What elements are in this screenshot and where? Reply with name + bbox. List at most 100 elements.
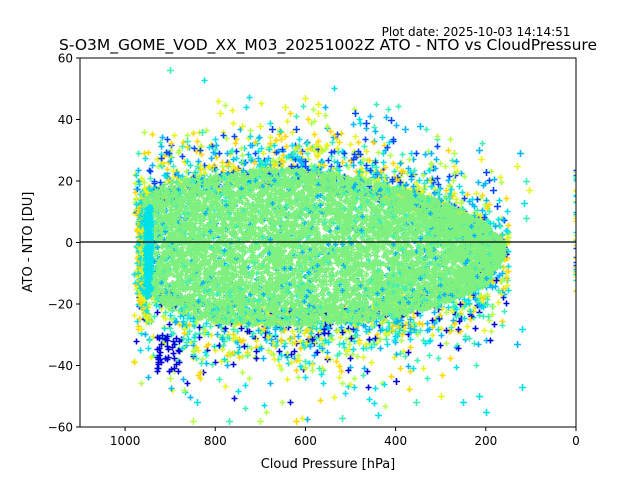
fringe-point <box>208 155 215 162</box>
fringe-point <box>432 186 439 193</box>
fringe-point <box>258 100 265 107</box>
fringe-point <box>305 116 312 123</box>
fringe-point <box>371 138 378 145</box>
fringe-point <box>491 176 498 183</box>
fringe-point <box>378 168 385 175</box>
fringe-point <box>262 161 269 168</box>
fringe-point <box>347 141 354 148</box>
fringe-point <box>311 163 318 170</box>
fringe-point <box>369 162 376 169</box>
fringe-point <box>149 131 156 138</box>
fringe-point <box>383 114 390 121</box>
fringe-point <box>311 148 318 155</box>
fringe-point <box>141 129 148 136</box>
fringe-point <box>175 172 182 179</box>
fringe-point <box>421 180 428 187</box>
fringe-point <box>133 172 140 179</box>
fringe-point <box>442 163 449 170</box>
fringe-point <box>358 165 365 172</box>
fringe-point <box>132 171 139 178</box>
fringe-point <box>356 152 363 159</box>
fringe-point <box>264 157 271 164</box>
fringe-point <box>473 190 480 197</box>
fringe-point <box>157 139 164 146</box>
fringe-point <box>479 140 486 147</box>
fringe-point <box>266 146 273 153</box>
fringe-point <box>406 156 413 163</box>
plot-date: Plot date: 2025-10-03 14:14:51 <box>382 25 571 39</box>
fringe-point <box>382 164 389 171</box>
fringe-point <box>168 154 175 161</box>
fringe-point <box>273 149 280 156</box>
fringe-point <box>283 143 290 150</box>
fringe-point <box>157 179 164 186</box>
fringe-point <box>184 158 191 165</box>
fringe-point <box>487 220 494 227</box>
fringe-point <box>413 150 420 157</box>
fringe-point <box>387 152 394 159</box>
fringe-point <box>304 146 311 153</box>
fringe-point <box>165 177 172 184</box>
fringe-point <box>238 145 245 152</box>
fringe-point <box>458 200 465 207</box>
fringe-point <box>289 154 296 161</box>
fringe-point <box>486 177 493 184</box>
fringe-point <box>201 77 208 84</box>
fringe-point <box>398 168 405 175</box>
fringe-point <box>159 134 166 141</box>
fringe-point <box>179 153 186 160</box>
fringe-point <box>486 208 493 215</box>
fringe-point <box>434 175 441 182</box>
fringe-point <box>483 197 490 204</box>
fringe-point <box>243 104 250 111</box>
fringe-point <box>497 174 504 181</box>
fringe-point <box>397 173 404 180</box>
fringe-point <box>203 127 210 134</box>
fringe-point <box>471 203 478 210</box>
fringe-point <box>247 133 254 140</box>
fringe-point <box>294 144 301 151</box>
fringe-point <box>277 128 284 135</box>
fringe-point <box>328 149 335 156</box>
fringe-point <box>184 132 191 139</box>
fringe-point <box>255 155 262 162</box>
fringe-point <box>450 177 457 184</box>
fringe-point <box>133 186 140 193</box>
fringe-point <box>347 158 354 165</box>
fringe-point <box>503 195 510 202</box>
fringe-point <box>209 143 216 150</box>
fringe-point <box>471 212 478 219</box>
fringe-point <box>488 168 495 175</box>
fringe-point <box>267 120 274 127</box>
fringe-point <box>408 176 415 183</box>
fringe-point <box>222 102 229 109</box>
fringe-point <box>420 172 427 179</box>
fringe-point <box>294 153 301 160</box>
fringe-point <box>498 179 505 186</box>
fringe-point <box>475 179 482 186</box>
fringe-point <box>458 170 465 177</box>
fringe-point <box>278 129 285 136</box>
fringe-point <box>147 168 154 175</box>
fringe-point <box>335 149 342 156</box>
fringe-point <box>480 182 487 189</box>
fringe-point <box>278 157 285 164</box>
fringe-point <box>434 143 441 150</box>
fringe-point <box>331 85 338 92</box>
fringe-point <box>227 151 234 158</box>
fringe-point <box>279 146 286 153</box>
fringe-point <box>251 159 258 166</box>
fringe-point <box>404 170 411 177</box>
fringe-point <box>307 145 314 152</box>
fringe-point <box>445 147 452 154</box>
fringe-point <box>260 150 267 157</box>
fringe-point <box>231 133 238 140</box>
fringe-point <box>322 112 329 119</box>
fringe-point <box>219 163 226 170</box>
fringe-point <box>216 150 223 157</box>
fringe-point <box>283 154 290 161</box>
fringe-point <box>366 157 373 164</box>
fringe-point <box>422 183 429 190</box>
fringe-point <box>334 159 341 166</box>
